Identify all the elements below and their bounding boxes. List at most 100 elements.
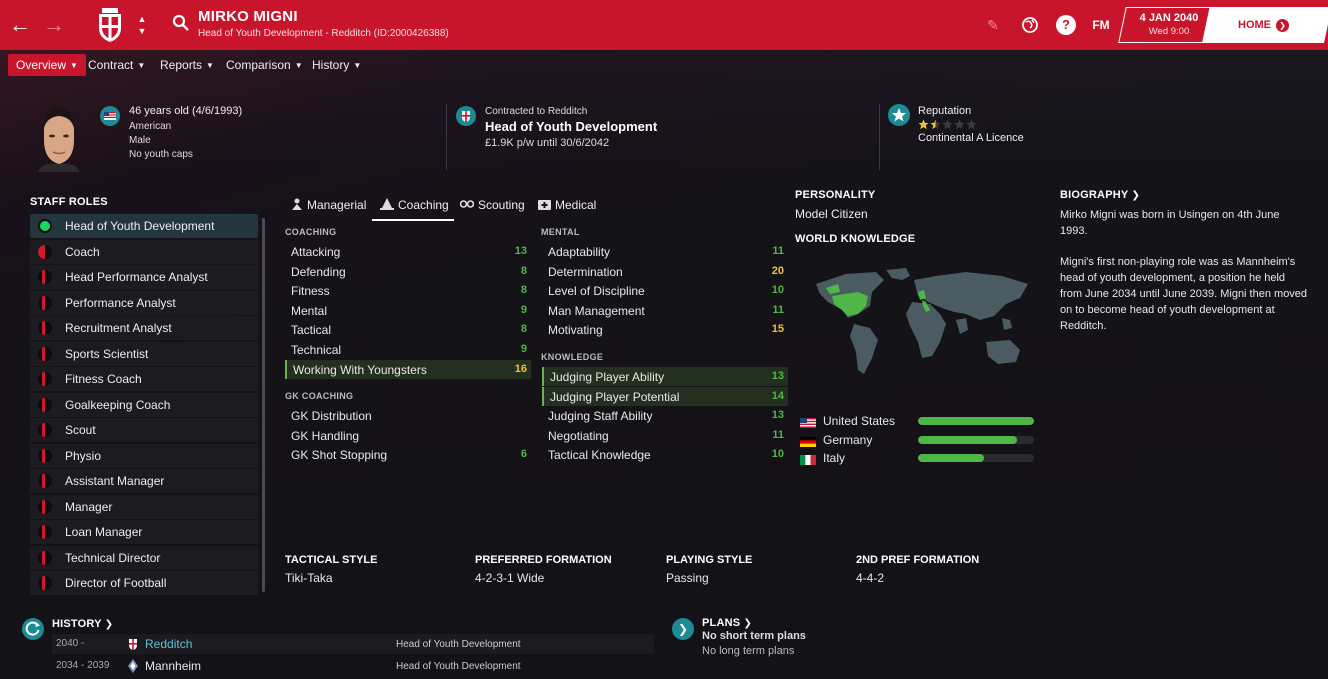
staff-role-label: Sports Scientist	[65, 346, 149, 361]
staff-role-label: Director of Football	[65, 576, 167, 590]
role-suitability-icon	[38, 346, 52, 361]
tab-coaching[interactable]: Coaching	[372, 197, 454, 221]
staff-role-item[interactable]: Goalkeeping Coach	[30, 392, 258, 417]
staff-role-item[interactable]: Loan Manager	[30, 520, 258, 544]
attribute-row[interactable]: Tactical 8	[285, 320, 531, 339]
staff-role-item[interactable]: Assistant Manager	[30, 469, 258, 493]
plans-arrow-icon[interactable]: ❯	[672, 618, 694, 640]
staff-role-item[interactable]: Technical Director	[30, 545, 258, 570]
attribute-value: 20	[771, 264, 784, 277]
roles-scrollbar[interactable]	[262, 218, 265, 592]
help-icon[interactable]: ?	[1056, 15, 1076, 35]
staff-role-item[interactable]: Fitness Coach	[30, 367, 258, 391]
knowledge-bar-fill	[918, 417, 1034, 425]
attribute-row[interactable]: Adaptability 11	[542, 242, 788, 261]
staff-role-item[interactable]: Head Performance Analyst	[30, 265, 258, 289]
reputation-label: Reputation	[918, 105, 972, 117]
staff-role-item[interactable]: Scout	[30, 418, 258, 442]
personality-value: Model Citizen	[795, 207, 868, 221]
tab-overview[interactable]: Overview ▼	[8, 54, 86, 76]
role-suitability-icon	[38, 474, 52, 488]
redditch-crest-icon	[129, 639, 137, 650]
history-row[interactable]: 2040 - Redditch Head of Youth Developmen…	[52, 634, 654, 654]
role-suitability-icon	[38, 219, 52, 233]
staff-role-item[interactable]: Sports Scientist	[30, 341, 258, 366]
world-map	[816, 268, 1028, 374]
chevron-down-icon: ▼	[137, 61, 146, 70]
tab-contract[interactable]: Contract ▼	[88, 58, 146, 72]
biography-link[interactable]: BIOGRAPHY ❯	[1060, 189, 1141, 201]
attribute-row[interactable]: GK Handling	[285, 426, 531, 445]
tab-comparison[interactable]: Comparison ▼	[226, 58, 303, 72]
staff-role-item[interactable]: Physio	[30, 443, 258, 468]
search-icon[interactable]	[172, 14, 190, 32]
attribute-row[interactable]: Negotiating 11	[542, 426, 788, 445]
attribute-row[interactable]: Determination 20	[542, 262, 788, 281]
tab-history[interactable]: History ▼	[312, 58, 362, 72]
history-row[interactable]: 2034 - 2039 Mannheim Head of Youth Devel…	[52, 656, 654, 676]
attribute-row[interactable]: Judging Player Potential 14	[542, 386, 788, 406]
attribute-row[interactable]: Judging Staff Ability 13	[542, 406, 788, 425]
chevron-right-icon: ❯	[743, 618, 753, 629]
attribute-row[interactable]: Judging Player Ability 13	[542, 367, 788, 386]
attribute-name: Adaptability	[548, 245, 611, 259]
attribute-name: Defending	[291, 264, 346, 279]
tab-medical[interactable]: Medical	[538, 197, 596, 221]
gender-text: Male	[129, 135, 151, 146]
history-club-link[interactable]: Redditch	[145, 637, 193, 651]
history-link[interactable]: HISTORY ❯	[52, 618, 114, 630]
age-text: 46 years old (4/6/1993)	[129, 105, 243, 117]
attribute-row[interactable]: Working With Youngsters 16	[285, 359, 531, 379]
edit-icon[interactable]: ✎	[987, 17, 999, 33]
attribute-row[interactable]: Defending 8	[285, 262, 531, 281]
attribute-row[interactable]: Attacking 13	[285, 242, 531, 261]
staff-role-item[interactable]: Manager	[30, 494, 258, 519]
attribute-row[interactable]: Tactical Knowledge 10	[542, 445, 788, 464]
staff-face-avatar	[38, 108, 80, 172]
world-icon[interactable]	[1019, 14, 1041, 36]
staff-role-item[interactable]: Director of Football	[30, 571, 258, 595]
reputation-star-icon	[954, 119, 965, 130]
tab-scouting[interactable]: Scouting	[459, 197, 525, 221]
us-flag-icon	[100, 106, 120, 126]
staff-subtitle: Head of Youth Development - Redditch (ID…	[198, 28, 449, 39]
knowledge-group-title: KNOWLEDGE	[541, 352, 604, 362]
role-suitability-icon	[38, 295, 52, 310]
role-suitability-icon	[38, 244, 52, 259]
role-suitability-icon	[38, 372, 52, 386]
attribute-row[interactable]: Technical 9	[285, 340, 531, 359]
cone-icon	[380, 198, 394, 210]
fm-menu-button[interactable]: FM	[1092, 18, 1110, 32]
chevron-down-icon: ▼	[206, 61, 214, 70]
attribute-row[interactable]: GK Distribution	[285, 406, 531, 425]
staff-role-item[interactable]: Recruitment Analyst	[30, 316, 258, 340]
attribute-row[interactable]: Man Management 11	[542, 301, 788, 320]
attribute-row[interactable]: Level of Discipline 10	[542, 281, 788, 300]
attribute-row[interactable]: Motivating 15	[542, 320, 788, 339]
tab-managerial[interactable]: Managerial	[291, 197, 366, 221]
staff-role-item[interactable]: Performance Analyst	[30, 290, 258, 315]
history-club-link[interactable]: Mannheim	[145, 659, 202, 673]
staff-name: MIRKO MIGNI	[198, 8, 298, 25]
attribute-row[interactable]: GK Shot Stopping 6	[285, 445, 531, 464]
tab-reports[interactable]: Reports ▼	[160, 58, 214, 72]
back-arrow-icon[interactable]: ←	[9, 12, 31, 37]
chevron-right-icon: ❯	[104, 619, 114, 630]
staff-role-item[interactable]: Head of Youth Development	[30, 214, 258, 238]
attribute-value: 13	[514, 245, 527, 257]
attribute-value: 10	[771, 448, 784, 461]
attribute-value: 9	[520, 343, 527, 355]
switch-staff-icon[interactable]: ▲ ▼	[137, 14, 147, 36]
attribute-row[interactable]: Fitness 8	[285, 281, 531, 300]
gk-coaching-group-title: GK COACHING	[285, 391, 354, 401]
staff-role-item[interactable]: Coach	[30, 239, 258, 264]
chevron-right-icon: ❯	[1276, 19, 1289, 32]
forward-arrow-icon[interactable]: →	[43, 12, 65, 37]
club-crest-icon[interactable]	[96, 6, 124, 44]
plans-link[interactable]: PLANS ❯	[702, 617, 753, 629]
attribute-name: Motivating	[548, 323, 603, 338]
second-formation-value: 4-4-2	[856, 571, 885, 585]
staff-roles-title: STAFF ROLES	[30, 196, 108, 208]
reputation-star-icon	[930, 119, 941, 130]
attribute-row[interactable]: Mental 9	[285, 301, 531, 320]
